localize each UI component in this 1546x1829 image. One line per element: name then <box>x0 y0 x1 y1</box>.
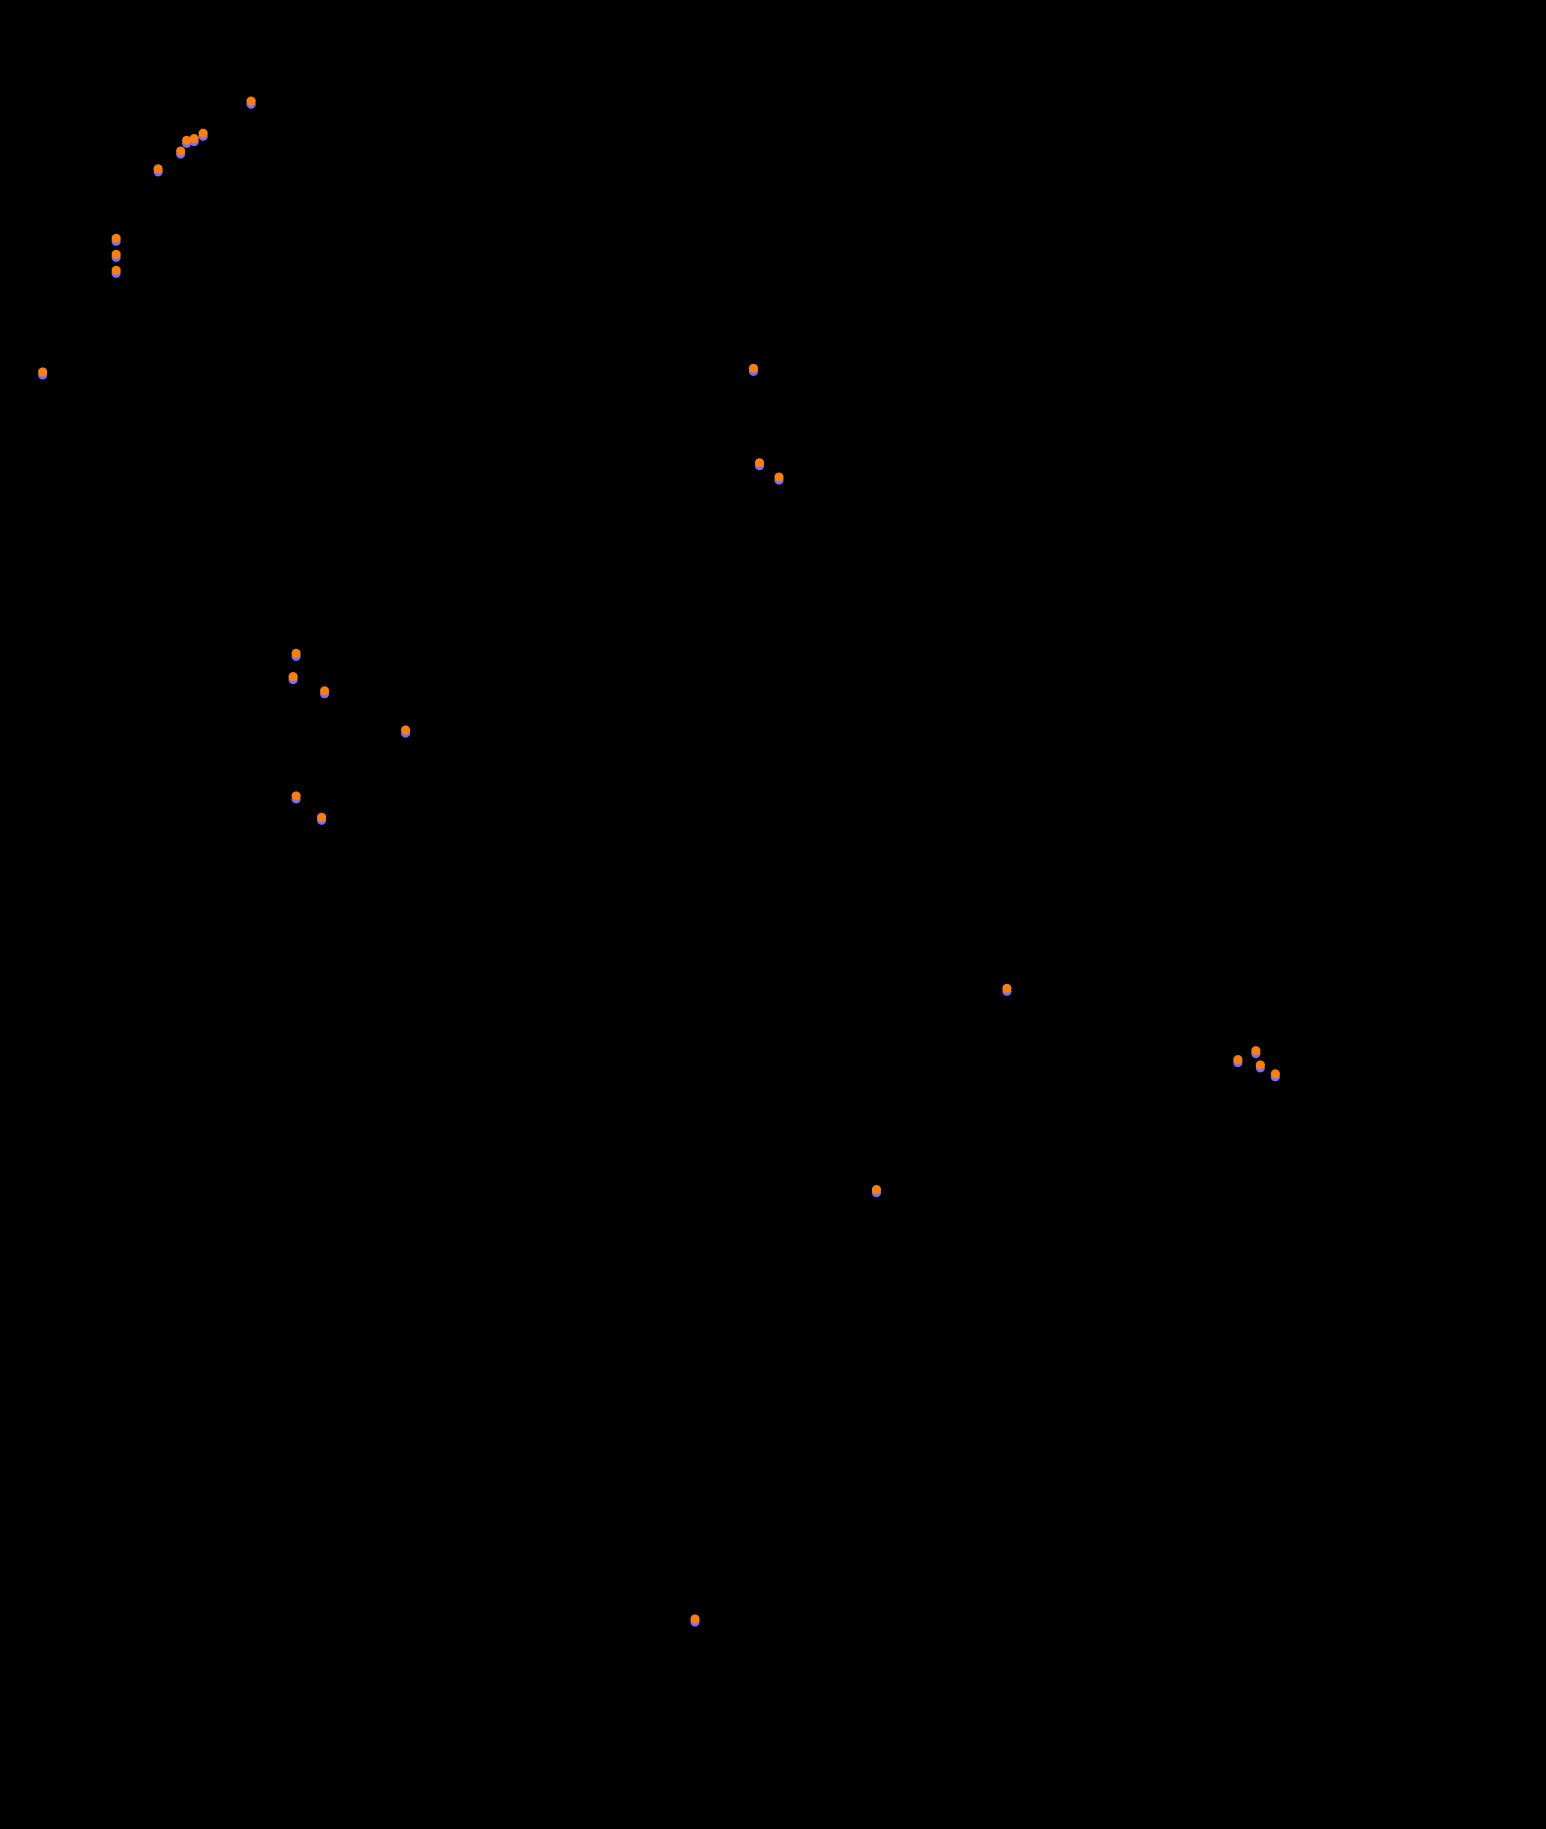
scatter-point <box>1002 984 1011 993</box>
scatter-point <box>289 672 298 681</box>
scatter-point <box>317 813 326 822</box>
scatter-point <box>1251 1046 1260 1055</box>
scatter-point <box>292 649 301 658</box>
scatter-point <box>199 129 208 138</box>
scatter-point <box>872 1185 881 1194</box>
scatter-chart <box>0 0 1546 1829</box>
scatter-point <box>247 97 256 106</box>
scatter-point <box>176 146 185 155</box>
scatter-point <box>1233 1055 1242 1064</box>
scatter-point <box>1271 1069 1280 1078</box>
scatter-point <box>1256 1060 1265 1069</box>
scatter-point <box>755 458 764 467</box>
scatter-point <box>749 364 758 373</box>
scatter-point <box>401 725 410 734</box>
scatter-point <box>112 266 121 275</box>
scatter-point <box>320 686 329 695</box>
scatter-point <box>38 367 47 376</box>
chart-background <box>0 0 1546 1829</box>
scatter-point <box>112 234 121 243</box>
scatter-point <box>292 791 301 800</box>
scatter-point <box>774 472 783 481</box>
scatter-point <box>154 164 163 173</box>
scatter-point <box>112 250 121 259</box>
scatter-point <box>690 1614 699 1623</box>
scatter-point <box>190 134 199 143</box>
